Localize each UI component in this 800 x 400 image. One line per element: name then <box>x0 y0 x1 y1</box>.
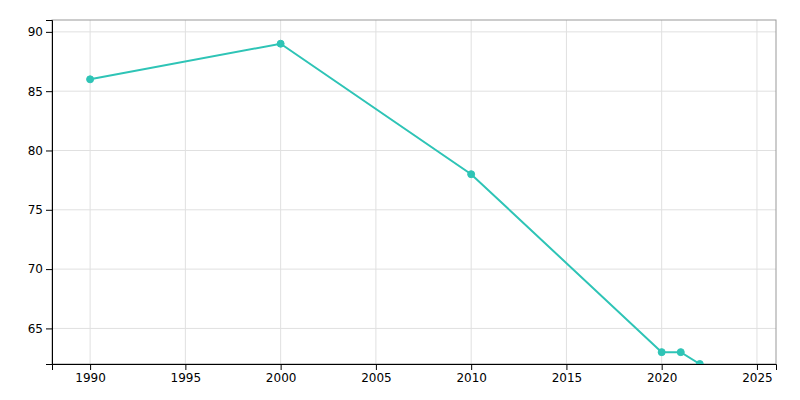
x-tick-mark <box>471 364 472 370</box>
x-tick-mark <box>376 364 377 370</box>
x-grid-line <box>90 20 91 364</box>
x-tick-label: 2000 <box>266 371 297 385</box>
y-grid-line <box>52 328 776 329</box>
y-tick-mark <box>46 210 52 211</box>
x-tick-mark <box>757 364 758 370</box>
x-tick-label: 1990 <box>75 371 106 385</box>
point <box>696 361 703 365</box>
x-tick: 2005 <box>361 364 392 385</box>
plot-frame <box>52 20 776 364</box>
x-grid-line <box>661 20 662 364</box>
y-tick-mark <box>46 91 52 92</box>
y-tick: 80 <box>28 144 52 158</box>
y-axis: 65 70 75 80 85 90 <box>28 21 53 365</box>
x-grid-line <box>280 20 281 364</box>
y-tick-mark <box>46 32 52 33</box>
x-tick: 2015 <box>552 364 583 385</box>
x-tick: 2025 <box>742 364 773 385</box>
y-grid-line <box>52 150 776 151</box>
plot: 1990 1995 2000 2005 2010 2015 2020 2025 65 70 75 80… <box>28 20 777 385</box>
y-grid-line <box>52 269 776 270</box>
point <box>468 171 475 178</box>
x-tick-label: 2020 <box>647 371 678 385</box>
line <box>90 44 700 364</box>
x-tick: 2000 <box>266 364 297 385</box>
x-grid-line <box>375 20 376 364</box>
marks <box>87 40 704 364</box>
chart: 1990 1995 2000 2005 2010 2015 2020 2025 65 70 75 80… <box>0 0 800 400</box>
y-tick-mark <box>46 269 52 270</box>
x-tick-mark <box>90 364 91 370</box>
x-tick: 2010 <box>456 364 487 385</box>
y-tick: 75 <box>28 203 52 217</box>
y-tick-label: 70 <box>28 262 43 276</box>
y-tick: 65 <box>28 322 52 336</box>
x-axis: 1990 1995 2000 2005 2010 2015 2020 2025 <box>53 364 777 385</box>
x-tick-mark <box>185 364 186 370</box>
y-tick-label: 85 <box>28 85 43 99</box>
point <box>277 40 284 47</box>
point <box>677 349 684 356</box>
y-tick-label: 80 <box>28 144 43 158</box>
y-tick-label: 65 <box>28 322 43 336</box>
x-tick-mark <box>566 364 567 370</box>
grid <box>52 20 776 364</box>
x-tick-label: 1995 <box>171 371 202 385</box>
x-grid-line <box>185 20 186 364</box>
x-tick-mark <box>281 364 282 370</box>
y-grid-line <box>52 209 776 210</box>
x-axis-line <box>53 365 777 371</box>
y-tick-label: 75 <box>28 203 43 217</box>
x-tick-label: 2015 <box>552 371 583 385</box>
x-grid-line <box>471 20 472 364</box>
y-axis-line <box>46 21 53 365</box>
y-tick-label: 90 <box>28 25 43 39</box>
x-tick-mark <box>662 364 663 370</box>
y-tick: 85 <box>28 85 52 99</box>
y-grid-line <box>52 91 776 92</box>
x-grid-line <box>566 20 567 364</box>
y-tick: 90 <box>28 25 52 39</box>
y-tick-mark <box>46 150 52 151</box>
x-tick-label: 2025 <box>742 371 773 385</box>
x-tick: 1995 <box>171 364 202 385</box>
y-tick-mark <box>46 328 52 329</box>
y-grid-line <box>52 31 776 32</box>
point <box>87 76 94 83</box>
x-tick-label: 2010 <box>456 371 487 385</box>
x-tick-label: 2005 <box>361 371 392 385</box>
x-grid-line <box>756 20 757 364</box>
x-tick: 1990 <box>75 364 106 385</box>
y-tick: 70 <box>28 262 52 276</box>
x-tick: 2020 <box>647 364 678 385</box>
point <box>658 349 665 356</box>
